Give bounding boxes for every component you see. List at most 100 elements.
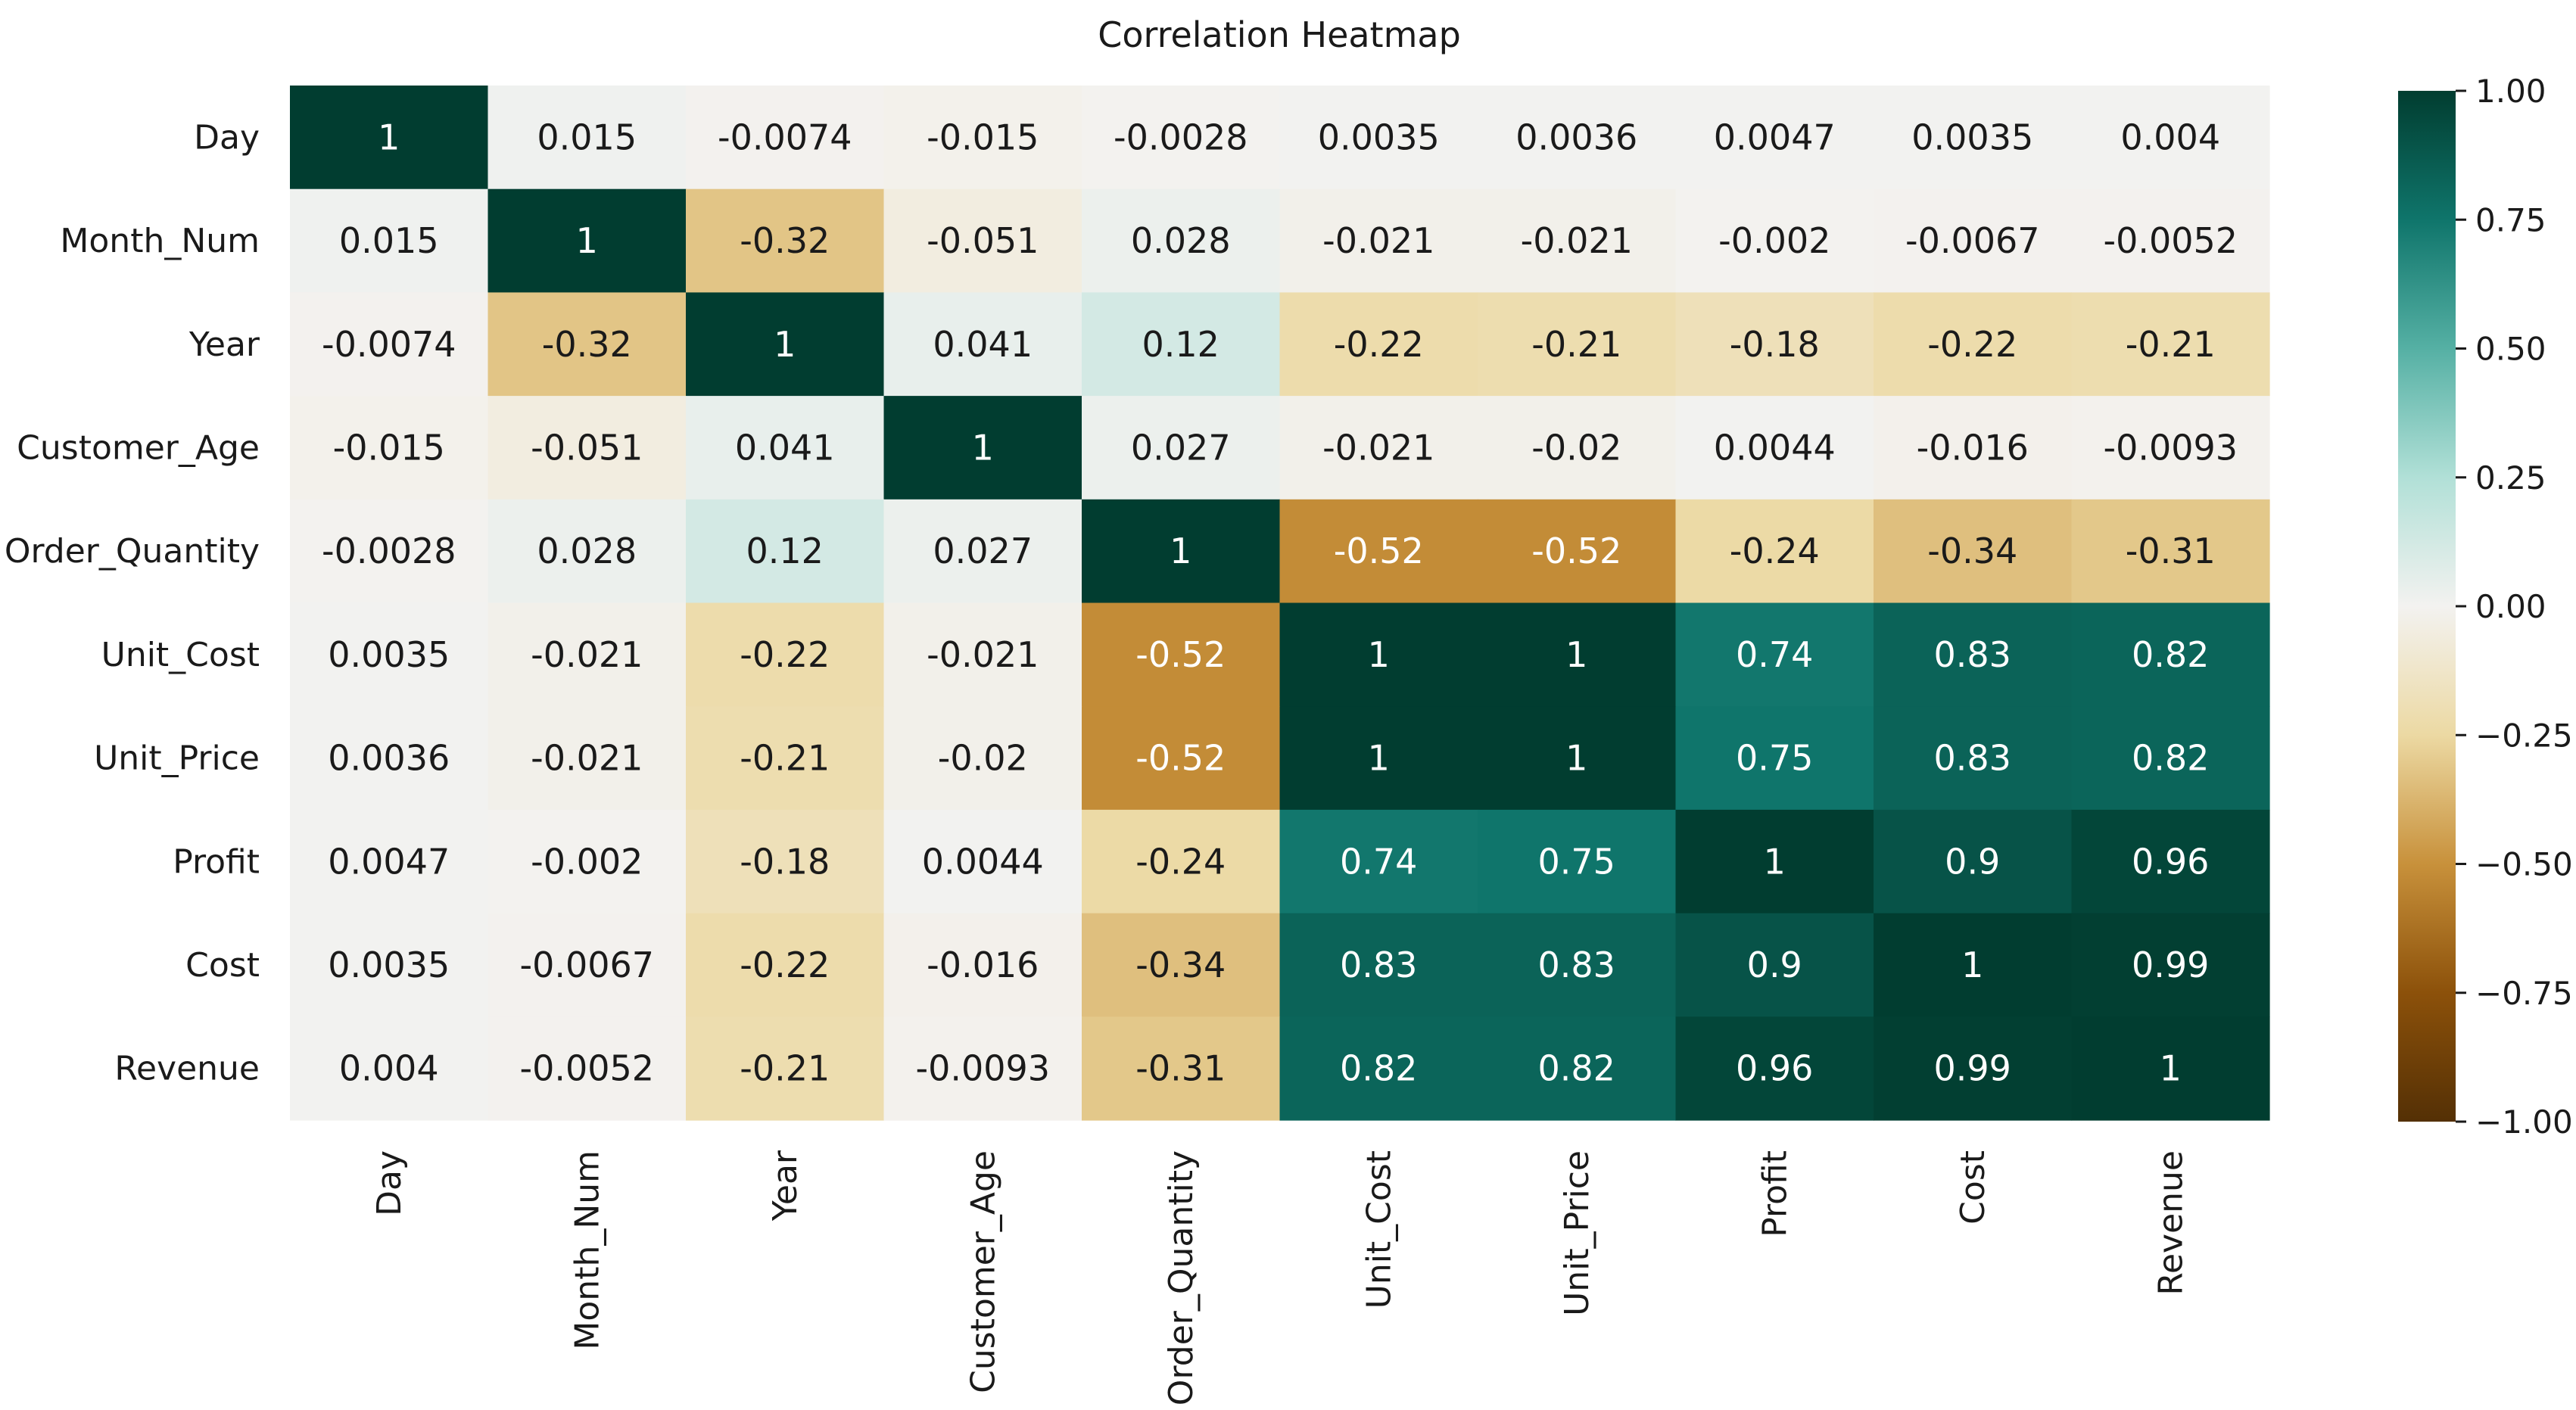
- x-axis-labels: Day Month_Num Year Customer_Age Order_Quanti…: [370, 1150, 2191, 1405]
- heatmap-cell-5-3: [883, 602, 1082, 707]
- heatmap-cell-9-5: [1279, 1016, 1478, 1121]
- cell-annotation-4-3: 0.027: [933, 531, 1033, 571]
- heatmap-cell-1-0: [290, 188, 489, 293]
- cell-annotation-3-5: -0.021: [1322, 427, 1434, 468]
- cell-annotation-8-9: 0.99: [2132, 945, 2209, 985]
- cell-annotation-2-9: -0.21: [2126, 324, 2216, 365]
- cell-annotation-7-6: 0.75: [1538, 841, 1615, 882]
- heatmap-cell-1-8: [1874, 188, 2073, 293]
- heatmap-cell-6-6: [1478, 706, 1677, 811]
- heatmap-cell-0-1: [487, 86, 687, 190]
- cell-annotation-6-4: -0.52: [1135, 738, 1226, 779]
- cell-annotation-1-2: -0.32: [740, 220, 830, 261]
- heatmap-cell-3-0: [290, 396, 489, 500]
- colorbar-tick-label-4: 0.00: [2475, 588, 2546, 625]
- x-tick-label-2: Year: [766, 1150, 805, 1222]
- heatmap-cell-9-6: [1478, 1016, 1677, 1121]
- y-tick-label-6: Unit_Price: [94, 739, 260, 778]
- cell-annotation-2-7: -0.18: [1730, 324, 1820, 365]
- heatmap-cell-8-4: [1082, 913, 1281, 1017]
- heatmap-cell-2-3: [883, 292, 1082, 397]
- x-tick-label-1: Month_Num: [568, 1150, 606, 1350]
- cell-annotation-8-1: -0.0067: [519, 945, 654, 985]
- heatmap-cell-4-5: [1279, 499, 1478, 604]
- heatmap-cell-6-9: [2071, 706, 2270, 811]
- cell-annotation-4-2: 0.12: [746, 531, 824, 571]
- heatmap-cell-4-0: [290, 499, 489, 604]
- heatmap-cell-9-9: [2071, 1016, 2270, 1121]
- cell-annotation-1-3: -0.051: [927, 220, 1039, 261]
- heatmap-cell-1-3: [883, 188, 1082, 293]
- cell-annotation-7-5: 0.74: [1340, 841, 1417, 882]
- heatmap-cell-5-5: [1279, 602, 1478, 707]
- cell-annotation-7-2: -0.18: [740, 841, 830, 882]
- colorbar-tick-label-0: 1.00: [2475, 73, 2546, 110]
- cell-annotation-5-1: -0.021: [531, 634, 643, 675]
- heatmap-cell-8-9: [2071, 913, 2270, 1017]
- heatmap-cell-8-5: [1279, 913, 1478, 1017]
- heatmap-cell-3-1: [487, 396, 687, 500]
- heatmap-cell-6-0: [290, 706, 489, 811]
- cell-annotation-2-6: -0.21: [1531, 324, 1621, 365]
- cell-annotation-0-8: 0.0035: [1911, 117, 2033, 157]
- heatmap-cell-6-1: [487, 706, 687, 811]
- cell-annotation-0-6: 0.0036: [1515, 117, 1637, 157]
- y-tick-label-1: Month_Num: [60, 222, 260, 260]
- chart-title: Correlation Heatmap: [1098, 14, 1461, 55]
- heatmap-cell-9-8: [1874, 1016, 2073, 1121]
- cell-annotation-8-2: -0.22: [740, 945, 830, 985]
- heatmap-cell-8-7: [1675, 913, 1874, 1017]
- cell-annotation-4-0: -0.0028: [322, 531, 456, 571]
- heatmap-cell-0-2: [686, 86, 885, 190]
- heatmap-cell-1-2: [686, 188, 885, 293]
- cell-annotation-3-6: -0.02: [1531, 427, 1621, 468]
- heatmap-cell-5-0: [290, 602, 489, 707]
- heatmap-cell-3-8: [1874, 396, 2073, 500]
- cell-annotation-4-6: -0.52: [1531, 531, 1621, 571]
- heatmap-cell-4-4: [1082, 499, 1281, 604]
- cell-annotation-9-6: 0.82: [1538, 1048, 1615, 1089]
- cell-annotation-6-5: 1: [1368, 738, 1390, 779]
- cell-annotation-8-0: 0.0035: [328, 945, 450, 985]
- heatmap-cell-7-5: [1279, 809, 1478, 914]
- colorbar-tick-label-5: −0.25: [2475, 717, 2573, 754]
- heatmap-cell-3-2: [686, 396, 885, 500]
- heatmap-cell-0-3: [883, 86, 1082, 190]
- heatmap-cell-0-6: [1478, 86, 1677, 190]
- colorbar: 1.00 0.75 0.50 0.25 0.00 −0.25 −0.50 −0.75 −1.00: [2398, 73, 2573, 1141]
- y-tick-label-0: Day: [194, 118, 260, 157]
- heatmap-cell-7-8: [1874, 809, 2073, 914]
- cell-annotation-5-3: -0.021: [927, 634, 1039, 675]
- x-tick-label-6: Unit_Price: [1558, 1150, 1596, 1316]
- y-axis-labels: Day Month_Num Year Customer_Age Order_Quanti…: [5, 118, 260, 1088]
- heatmap-cell-8-8: [1874, 913, 2073, 1017]
- heatmap-cell-7-1: [487, 809, 687, 914]
- cell-annotation-8-6: 0.83: [1538, 945, 1615, 985]
- heatmap-cell-1-4: [1082, 188, 1281, 293]
- cell-annotation-9-7: 0.96: [1736, 1048, 1813, 1089]
- heatmap-cell-1-1: [487, 188, 687, 293]
- cell-annotation-4-4: 1: [1170, 531, 1191, 571]
- x-tick-label-0: Day: [370, 1150, 409, 1216]
- cell-annotation-8-3: -0.016: [927, 945, 1039, 985]
- heatmap-cell-2-0: [290, 292, 489, 397]
- heatmap-cell-5-9: [2071, 602, 2270, 707]
- cell-annotation-8-8: 1: [1961, 945, 1983, 985]
- cell-annotation-7-0: 0.0047: [328, 841, 450, 882]
- colorbar-tick-label-1: 0.75: [2475, 201, 2546, 238]
- heatmap-cells: 1 0.015 -0.0074 -0.015 -0.0028 0.0035 0.0036 0.…: [290, 86, 2270, 1121]
- heatmap-cell-9-1: [487, 1016, 687, 1121]
- x-tick-label-5: Unit_Cost: [1360, 1150, 1398, 1309]
- cell-annotation-4-5: -0.52: [1334, 531, 1424, 571]
- heatmap-cell-6-4: [1082, 706, 1281, 811]
- heatmap-cell-3-4: [1082, 396, 1281, 500]
- cell-annotation-6-8: 0.83: [1934, 738, 2011, 779]
- cell-annotation-0-3: -0.015: [927, 117, 1039, 157]
- cell-annotation-8-4: -0.34: [1135, 945, 1226, 985]
- cell-annotation-1-4: 0.028: [1131, 220, 1231, 261]
- heatmap-cell-6-3: [883, 706, 1082, 811]
- heatmap-cell-6-5: [1279, 706, 1478, 811]
- cell-annotation-7-1: -0.002: [531, 841, 643, 882]
- heatmap-cell-3-3: [883, 396, 1082, 500]
- cell-annotation-9-2: -0.21: [740, 1048, 830, 1089]
